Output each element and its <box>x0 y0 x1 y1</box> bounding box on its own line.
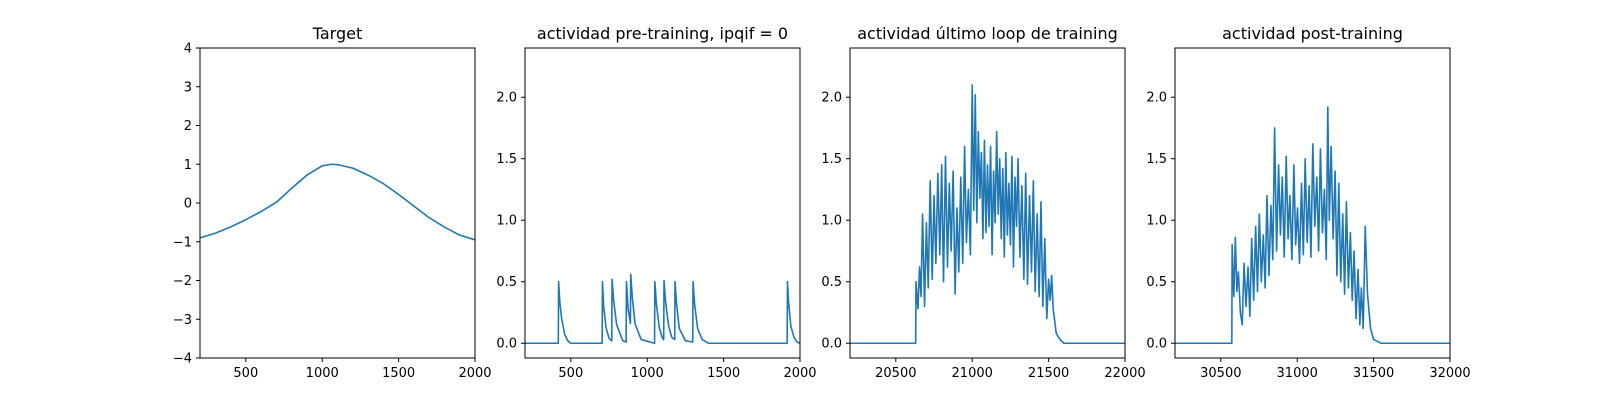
x-tick-label: 32000 <box>1429 366 1470 381</box>
series-line-actividad <box>1175 106 1450 345</box>
x-tick-label: 30500 <box>1200 366 1241 381</box>
y-tick-label: 0.0 <box>496 337 517 352</box>
y-tick-label: 2.0 <box>1146 91 1167 106</box>
y-tick-label: 2.0 <box>821 91 842 106</box>
y-tick-label: −4 <box>173 352 192 367</box>
series-line-actividad <box>525 273 801 345</box>
subplot-2: 500 1000 1500 2000 0.0 0.5 1.0 1.5 2.0 actividad … <box>496 24 816 381</box>
x-tick-label: 500 <box>558 366 583 381</box>
y-tick-label: −1 <box>173 235 192 250</box>
y-tick-label: 2 <box>184 119 192 134</box>
axes-frame <box>849 47 1126 359</box>
axes-frame <box>1174 47 1451 359</box>
subplot-title: actividad último loop de training <box>857 24 1118 43</box>
y-tick-label: 1.0 <box>1146 214 1167 229</box>
series-line-actividad <box>850 84 1125 345</box>
y-tick-label: 0.5 <box>821 275 842 290</box>
x-tick-label: 2000 <box>458 366 491 381</box>
y-tick-label: 0.5 <box>496 275 517 290</box>
y-tick-label: 0.5 <box>1146 275 1167 290</box>
subplot-title: actividad post-training <box>1222 24 1403 43</box>
x-tick-label: 1500 <box>382 366 415 381</box>
y-tick-label: 0.0 <box>821 337 842 352</box>
x-tick-label: 500 <box>233 366 258 381</box>
y-tick-label: 0 <box>184 197 192 212</box>
x-tick-label: 22000 <box>1104 366 1145 381</box>
y-tick-label: −2 <box>173 274 192 289</box>
x-tick-label: 21500 <box>1028 366 1069 381</box>
x-tick-label: 20500 <box>875 366 916 381</box>
x-tick-label: 31000 <box>1277 366 1318 381</box>
y-tick-label: 0.0 <box>1146 337 1167 352</box>
y-tick-label: 3 <box>184 80 192 95</box>
y-tick-label: 1.5 <box>1146 152 1167 167</box>
y-tick-label: 1.5 <box>496 152 517 167</box>
subplot-title: Target <box>312 24 363 43</box>
x-tick-label: 21000 <box>952 366 993 381</box>
y-tick-label: 1 <box>184 158 192 173</box>
y-tick-label: −3 <box>173 313 192 328</box>
y-tick-label: 1.0 <box>821 214 842 229</box>
y-tick-label: 1.5 <box>821 152 842 167</box>
series-line-target <box>199 163 476 241</box>
subplot-title: actividad pre-training, ipqif = 0 <box>537 24 788 43</box>
axes-frame <box>524 47 801 359</box>
x-tick-label: 1000 <box>631 366 664 381</box>
y-tick-label: 1.0 <box>496 214 517 229</box>
subplot-1: 500 1000 1500 2000 −4 −3 −2 −1 0 1 2 3 4 Target <box>173 24 492 381</box>
x-tick-label: 1000 <box>306 366 339 381</box>
x-tick-label: 1500 <box>707 366 740 381</box>
subplot-3: 20500 21000 21500 22000 0.0 0.5 1.0 1.5 2.0 activ… <box>821 24 1145 381</box>
x-tick-label: 2000 <box>783 366 816 381</box>
x-tick-label: 31500 <box>1353 366 1394 381</box>
y-tick-label: 4 <box>184 42 192 57</box>
y-tick-label: 2.0 <box>496 91 517 106</box>
subplot-4: 30500 31000 31500 32000 0.0 0.5 1.0 1.5 2.0 activ… <box>1146 24 1470 381</box>
